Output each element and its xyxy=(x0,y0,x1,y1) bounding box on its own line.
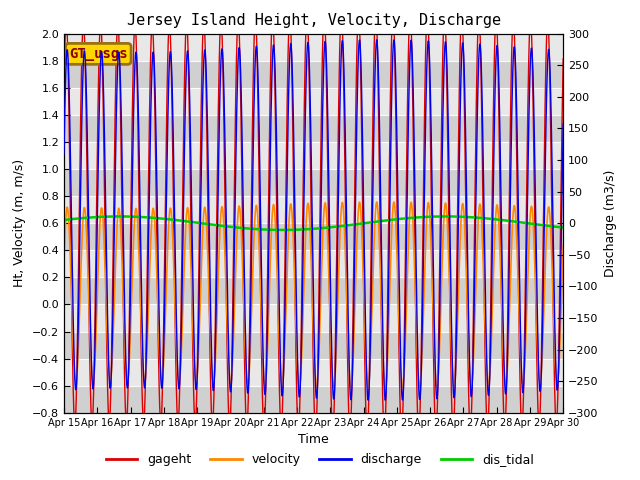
Line: dis_tidal: dis_tidal xyxy=(64,216,563,230)
X-axis label: Time: Time xyxy=(298,433,329,446)
Title: Jersey Island Height, Velocity, Discharge: Jersey Island Height, Velocity, Discharg… xyxy=(127,13,500,28)
Bar xyxy=(64,60,563,88)
dis_tidal xyxy=(279,227,287,233)
discharge xyxy=(381,397,389,403)
Bar xyxy=(64,169,563,196)
dis_tidal xyxy=(251,226,259,232)
velocity xyxy=(381,385,389,391)
Line: velocity: velocity xyxy=(64,202,563,388)
discharge xyxy=(251,73,259,79)
gageht xyxy=(471,220,479,226)
gageht xyxy=(385,205,393,211)
gageht xyxy=(251,21,259,26)
gageht xyxy=(372,8,380,14)
Line: gageht: gageht xyxy=(64,11,563,435)
dis_tidal xyxy=(433,214,440,219)
discharge xyxy=(471,277,479,283)
Y-axis label: Ht, Velocity (m, m/s): Ht, Velocity (m, m/s) xyxy=(13,159,26,287)
velocity xyxy=(151,218,159,224)
Text: GT_usgs: GT_usgs xyxy=(69,47,127,61)
gageht xyxy=(559,56,567,62)
discharge xyxy=(385,266,393,272)
discharge xyxy=(60,151,68,156)
velocity xyxy=(60,258,68,264)
velocity xyxy=(360,277,367,283)
velocity xyxy=(373,199,381,205)
Line: discharge: discharge xyxy=(64,40,563,400)
dis_tidal xyxy=(60,217,68,223)
Bar xyxy=(64,115,563,142)
discharge xyxy=(373,37,381,43)
Legend: gageht, velocity, discharge, dis_tidal: gageht, velocity, discharge, dis_tidal xyxy=(101,448,539,471)
gageht xyxy=(381,432,388,438)
dis_tidal xyxy=(471,215,479,220)
velocity xyxy=(251,217,259,223)
gageht xyxy=(433,423,440,429)
Bar xyxy=(64,223,563,250)
velocity xyxy=(471,323,479,329)
Bar xyxy=(64,386,563,413)
dis_tidal xyxy=(151,215,159,221)
velocity xyxy=(559,242,567,248)
dis_tidal xyxy=(360,220,367,226)
discharge xyxy=(151,73,159,79)
gageht xyxy=(60,83,68,88)
Y-axis label: Discharge (m3/s): Discharge (m3/s) xyxy=(604,169,617,277)
dis_tidal xyxy=(559,225,567,230)
velocity xyxy=(385,318,393,324)
discharge xyxy=(433,396,440,401)
velocity xyxy=(433,384,440,390)
gageht xyxy=(151,96,159,101)
gageht xyxy=(360,261,367,266)
dis_tidal xyxy=(385,217,392,223)
discharge xyxy=(559,121,567,127)
discharge xyxy=(360,189,367,194)
dis_tidal xyxy=(442,214,450,219)
Bar xyxy=(64,277,563,304)
Bar xyxy=(64,332,563,359)
